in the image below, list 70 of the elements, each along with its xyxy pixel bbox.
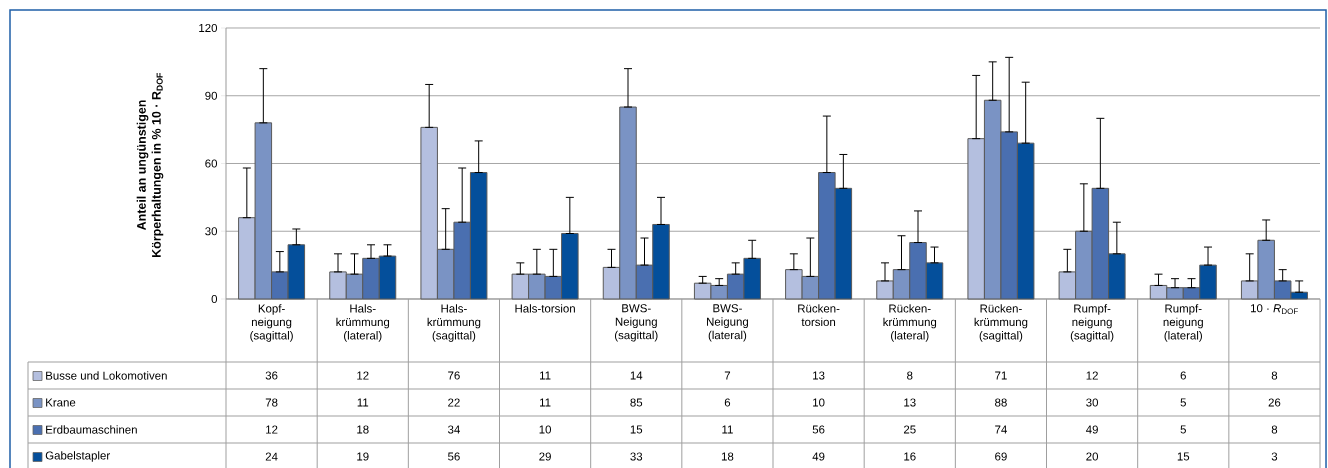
data-label: 76 (448, 371, 460, 380)
data-label: 15 (630, 425, 643, 434)
legend-label: Krane (46, 398, 76, 407)
data-label: 25 (903, 425, 916, 434)
data-label: 14 (630, 371, 643, 380)
data-label: 18 (357, 425, 369, 434)
legend-label: Busse und Lokomotiven (46, 371, 167, 380)
data-label: 5 (1180, 398, 1186, 407)
data-label: 13 (813, 371, 825, 380)
legend-label: Erdbaumaschinen (46, 425, 137, 434)
data-label: 18 (721, 452, 734, 461)
data-label: 24 (265, 452, 278, 461)
x-tick-label: Rumpf-neigung (sagittal) (1070, 304, 1114, 342)
data-label: 8 (1271, 371, 1278, 380)
data-label: 16 (904, 452, 916, 461)
x-tick-label: Rumpf-neigung (lateral) (1163, 304, 1203, 342)
data-label: 78 (265, 398, 278, 407)
data-label: 7 (724, 371, 731, 380)
x-tick-label: Rücken-krümmung (lateral) (883, 304, 937, 342)
y-axis-title: Anteil an ungünstigen Körperhaltungen in % 10 · R$_{DOF}$ (136, 73, 164, 257)
y-tick-label: 30 (205, 227, 218, 236)
data-label: 15 (1177, 452, 1190, 461)
y-tick-label: 0 (211, 294, 218, 304)
data-label: 11 (357, 398, 369, 407)
y-tick-label: 90 (205, 91, 218, 100)
x-tick-label: BWS-Neigung (sagittal) (615, 304, 658, 342)
data-label: 10 (539, 425, 552, 434)
data-label: 11 (540, 371, 551, 380)
data-label: 12 (266, 425, 278, 434)
x-tick-label: Hals-krümmung (sagittal) (427, 304, 481, 342)
data-label: 6 (724, 398, 731, 407)
data-label: 71 (995, 371, 1007, 380)
x-tick-label: Hals-torsion (515, 304, 575, 313)
x-tick-label: Rücken-krümmung (sagittal) (974, 304, 1028, 342)
data-label: 5 (1180, 425, 1186, 434)
data-label: 34 (447, 425, 460, 434)
data-label: 20 (1086, 452, 1099, 461)
data-label: 22 (448, 398, 460, 407)
data-label: 11 (722, 425, 733, 434)
data-label: 56 (812, 425, 825, 434)
x-tick-label: Kopf-neigung (sagittal) (250, 304, 293, 342)
data-label: 12 (357, 371, 369, 380)
data-label: 85 (630, 398, 643, 407)
data-label: 3 (1271, 452, 1278, 461)
data-label: 88 (995, 398, 1007, 407)
data-label: 6 (1180, 371, 1186, 380)
data-label: 29 (539, 452, 551, 461)
data-label: 8 (907, 371, 913, 380)
x-tick-label: 10 · R$_{DOF}$ (1251, 304, 1298, 315)
data-label: 36 (265, 371, 278, 380)
data-label: 56 (448, 452, 460, 461)
data-label: 10 (813, 398, 825, 407)
data-label: 13 (904, 398, 916, 407)
data-label: 26 (1268, 398, 1281, 407)
data-label: 49 (1085, 425, 1098, 434)
data-label: 11 (540, 398, 551, 407)
data-label: 12 (1086, 371, 1098, 380)
data-label: 30 (1086, 398, 1099, 407)
data-label: 49 (812, 452, 825, 461)
x-tick-label: Hals-krümmung (lateral) (336, 304, 390, 342)
y-tick-label: 60 (205, 159, 218, 168)
data-label: 69 (995, 452, 1007, 461)
x-tick-label: Rücken-torsion (798, 304, 840, 327)
legend-label: Gabelstapler (45, 451, 110, 462)
data-label: 74 (995, 425, 1007, 434)
data-label: 19 (357, 452, 369, 461)
data-label: 33 (630, 452, 643, 461)
x-tick-label: BWS-Neigung (lateral) (707, 304, 749, 342)
y-tick-label: 120 (199, 23, 218, 33)
data-label: 8 (1271, 425, 1278, 434)
